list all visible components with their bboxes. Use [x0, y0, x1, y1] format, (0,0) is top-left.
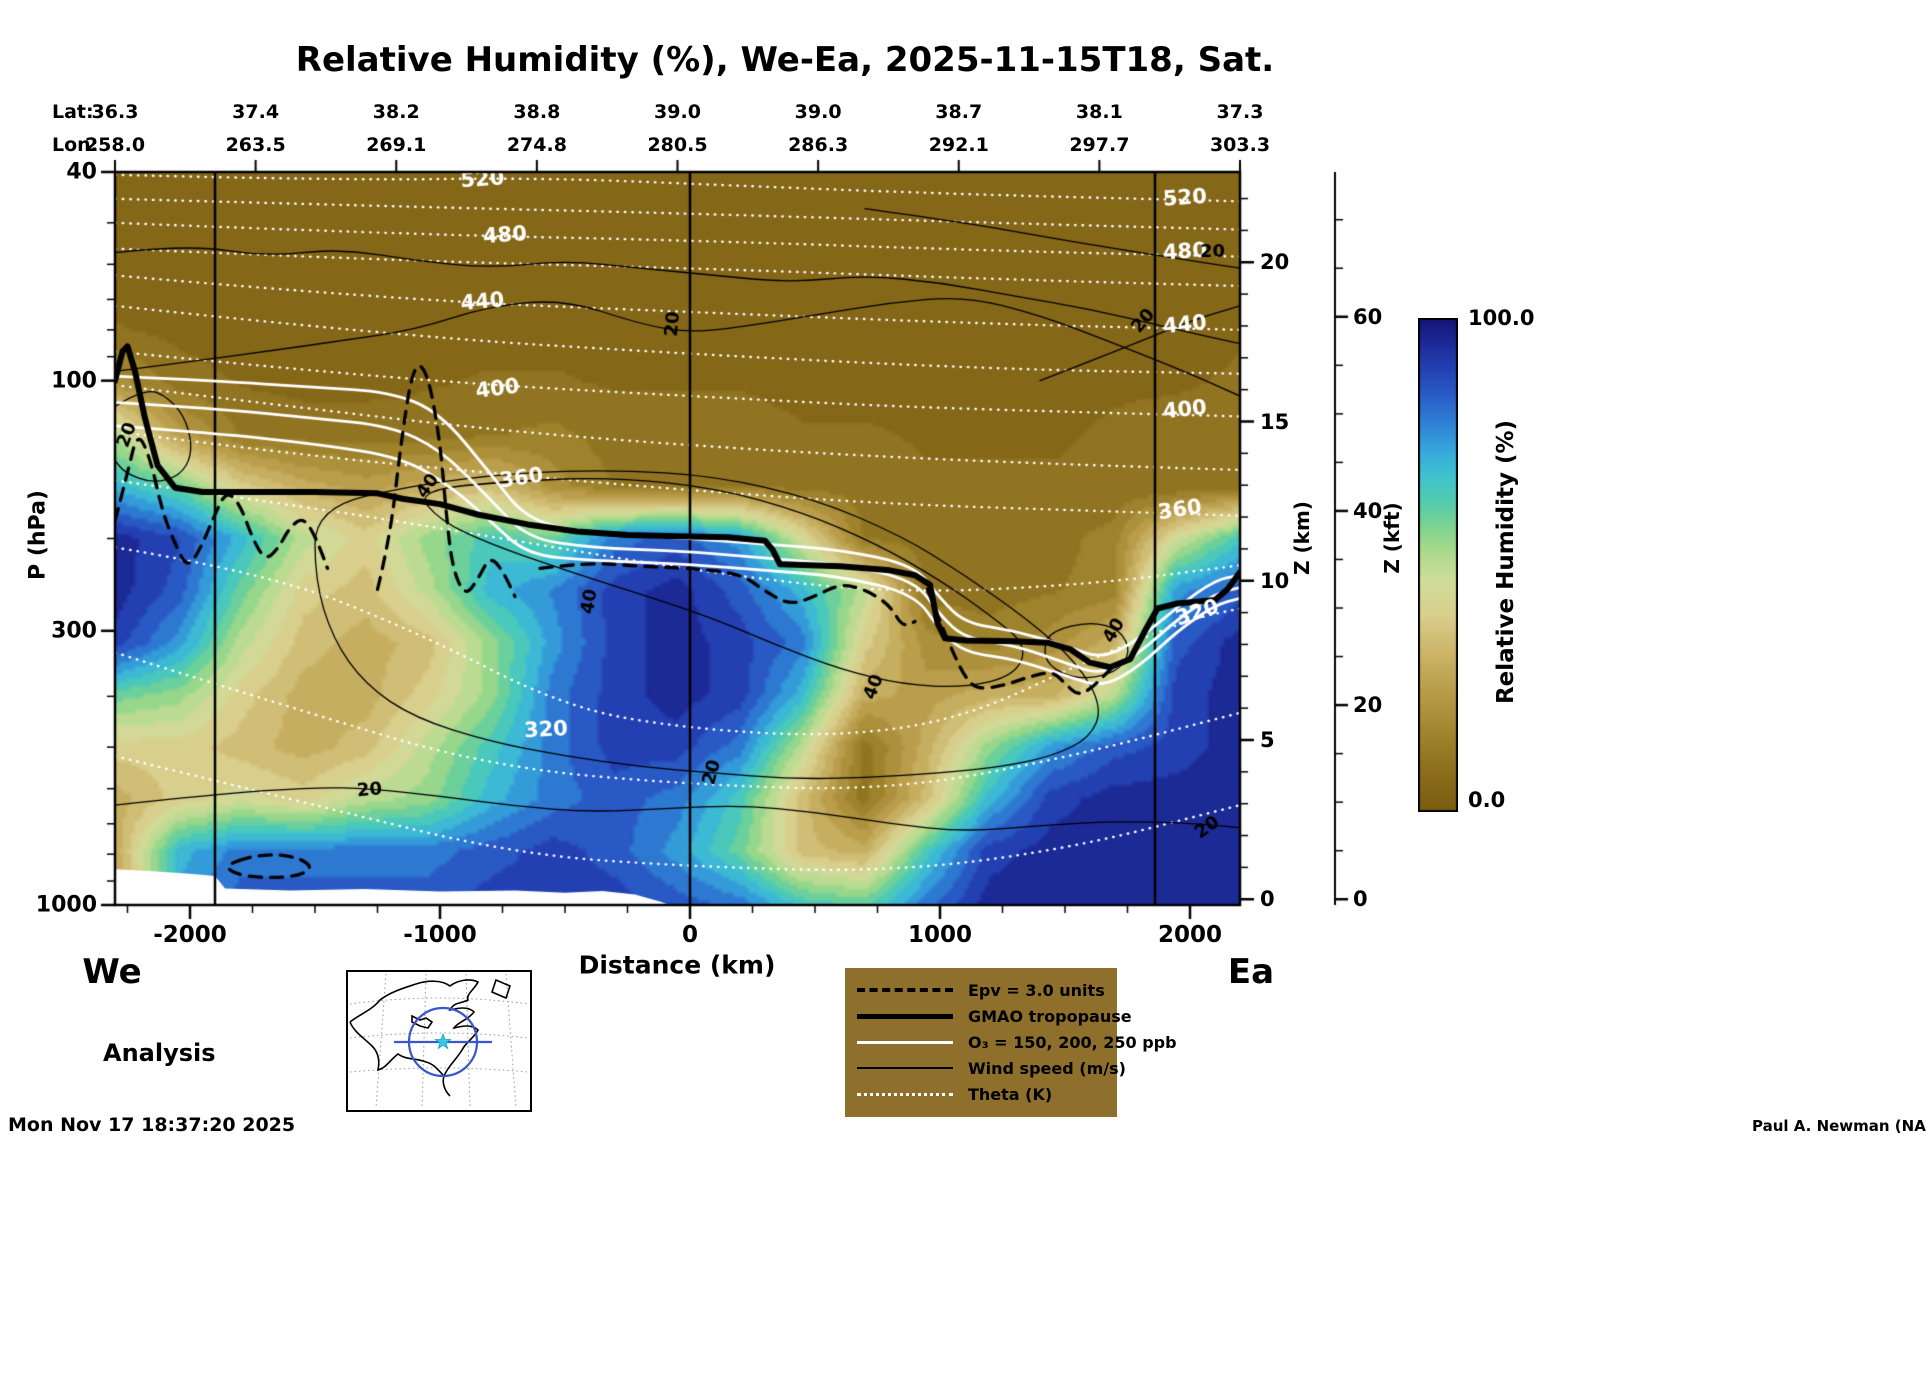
pressure-tick-label: 1000	[35, 892, 97, 918]
dashed-black-line-sample	[857, 988, 953, 992]
inset-map	[346, 970, 532, 1112]
lon-value: 303.3	[1209, 134, 1271, 156]
z-km-tick-label: 0	[1260, 887, 1275, 912]
lon-value: 274.8	[506, 134, 567, 156]
lon-value: 280.5	[647, 134, 708, 156]
cross-section-plot	[75, 150, 1365, 935]
lat-value: 39.0	[654, 101, 701, 123]
colorbar	[1418, 318, 1458, 812]
white-line-line-sample	[857, 1040, 953, 1044]
dotted-white-line-sample	[857, 1092, 953, 1096]
z-kft-tick-label: 40	[1353, 498, 1383, 523]
legend-item: GMAO tropopause	[845, 1003, 1132, 1029]
coastline	[349, 978, 511, 1097]
z-kft-axis-title: Z (kft)	[1380, 502, 1404, 574]
center-star-icon	[434, 1032, 452, 1050]
legend: Epv = 3.0 units GMAO tropopause O₃ = 150, …	[845, 968, 1177, 1117]
lon-value: 269.1	[366, 134, 427, 156]
z-kft-tick-label: 60	[1353, 304, 1383, 329]
lon-value: 297.7	[1069, 134, 1130, 156]
legend-item-label: O₃ = 150, 200, 250 ppb	[968, 1032, 1177, 1052]
legend-item: Epv = 3.0 units	[845, 977, 1117, 1003]
east-endpoint-label: Ea	[1227, 952, 1275, 992]
pressure-tick-label: 100	[51, 368, 97, 394]
lat-value: 37.4	[232, 101, 280, 123]
distance-tick-label: 0	[681, 922, 699, 948]
legend-item-label: Epv = 3.0 units	[968, 980, 1105, 1000]
credit: Paul A. Newman (NASA	[1752, 1117, 1926, 1135]
z-km-tick-label: 20	[1260, 250, 1290, 275]
lon-value: 286.3	[788, 134, 849, 156]
legend-item-label: Theta (K)	[968, 1084, 1053, 1104]
z-kft-tick-label: 0	[1353, 887, 1368, 912]
legend-item: O₃ = 150, 200, 250 ppb	[845, 1029, 1177, 1055]
lon-value: 258.0	[84, 134, 146, 156]
pressure-tick-label: 40	[66, 159, 97, 185]
x-axis-title: Distance (km)	[578, 950, 776, 980]
legend-item-label: GMAO tropopause	[968, 1006, 1132, 1026]
legend-item: Theta (K)	[845, 1081, 1117, 1107]
lat-value: 37.3	[1216, 101, 1264, 123]
distance-tick-label: -2000	[153, 922, 227, 948]
legend-item-label: Wind speed (m/s)	[968, 1058, 1126, 1078]
analysis-label: Analysis	[103, 1039, 216, 1067]
lon-value: 263.5	[225, 134, 286, 156]
colorbar-max-label: 100.0	[1468, 306, 1535, 330]
y-axis-title: P (hPa)	[25, 490, 51, 580]
distance-tick-label: 1000	[907, 922, 973, 948]
lat-value: 38.2	[372, 101, 420, 123]
distance-tick-label: 2000	[1157, 922, 1223, 948]
z-km-tick-label: 15	[1260, 409, 1290, 434]
z-km-axis-title: Z (km)	[1290, 501, 1314, 575]
z-km-tick-label: 10	[1260, 568, 1290, 593]
distance-tick-label: -1000	[403, 922, 477, 948]
west-endpoint-label: We	[82, 952, 142, 992]
lat-value: 39.0	[794, 101, 842, 123]
thin-black-line-sample	[857, 1067, 953, 1069]
z-kft-tick-label: 20	[1353, 693, 1383, 718]
lon-value: 292.1	[928, 134, 989, 156]
colorbar-min-label: 0.0	[1468, 788, 1506, 812]
lat-row-label: Lat:	[52, 101, 94, 123]
timestamp: Mon Nov 17 18:37:20 2025	[8, 1114, 296, 1136]
legend-items: Epv = 3.0 units GMAO tropopause O₃ = 150, …	[845, 977, 1177, 1107]
lat-value: 38.1	[1075, 101, 1123, 123]
thick-black-line-sample	[857, 1013, 953, 1019]
lat-value: 36.3	[91, 101, 139, 123]
legend-item: Wind speed (m/s)	[845, 1055, 1126, 1081]
lat-value: 38.8	[513, 101, 561, 123]
lat-value: 38.7	[935, 101, 983, 123]
pressure-tick-label: 300	[51, 618, 97, 644]
chart-title: Relative Humidity (%), We-Ea, 2025-11-15…	[295, 40, 1275, 80]
z-km-tick-label: 5	[1260, 727, 1275, 752]
colorbar-title: Relative Humidity (%)	[1493, 419, 1519, 705]
